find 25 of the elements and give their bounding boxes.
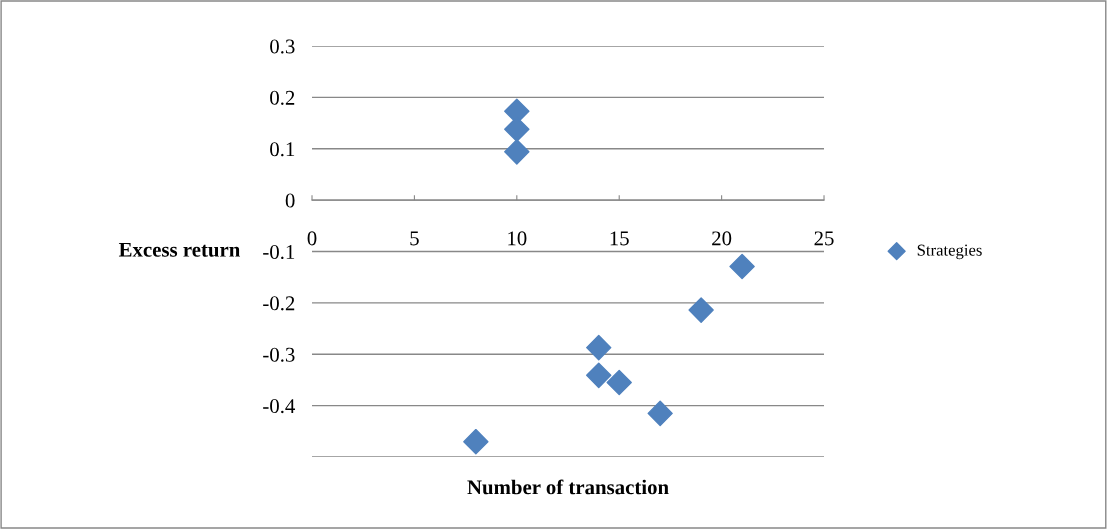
y-axis-title: Excess return [118, 242, 241, 257]
y-tick-label: -0.1 [263, 244, 295, 260]
y-tick-label: 0 [285, 193, 295, 208]
point [463, 428, 489, 455]
point [647, 400, 673, 427]
y-tick-label: 0.2 [270, 90, 295, 105]
point [606, 369, 632, 396]
y-tick-label: -0.4 [263, 399, 296, 414]
y-tick-label: -0.2 [263, 296, 295, 311]
point [729, 253, 755, 280]
y-tick-label: 0.1 [270, 142, 295, 157]
x-tick-label: 25 [814, 231, 834, 246]
point [586, 334, 612, 361]
x-tick-label: 0 [307, 231, 317, 246]
x-tick-label: 15 [610, 231, 629, 246]
point [586, 362, 612, 389]
point [504, 139, 530, 165]
x-tick-label: 20 [712, 231, 732, 246]
x-tick-label: 5 [410, 231, 419, 246]
point [688, 297, 714, 323]
y-tick-label: -0.3 [263, 347, 295, 362]
legend-label: Strategies [917, 244, 982, 260]
x-axis-title: Number of transaction [467, 479, 669, 495]
x-tick-label: 10 [508, 231, 527, 246]
y-tick-label: 0.3 [270, 39, 295, 54]
